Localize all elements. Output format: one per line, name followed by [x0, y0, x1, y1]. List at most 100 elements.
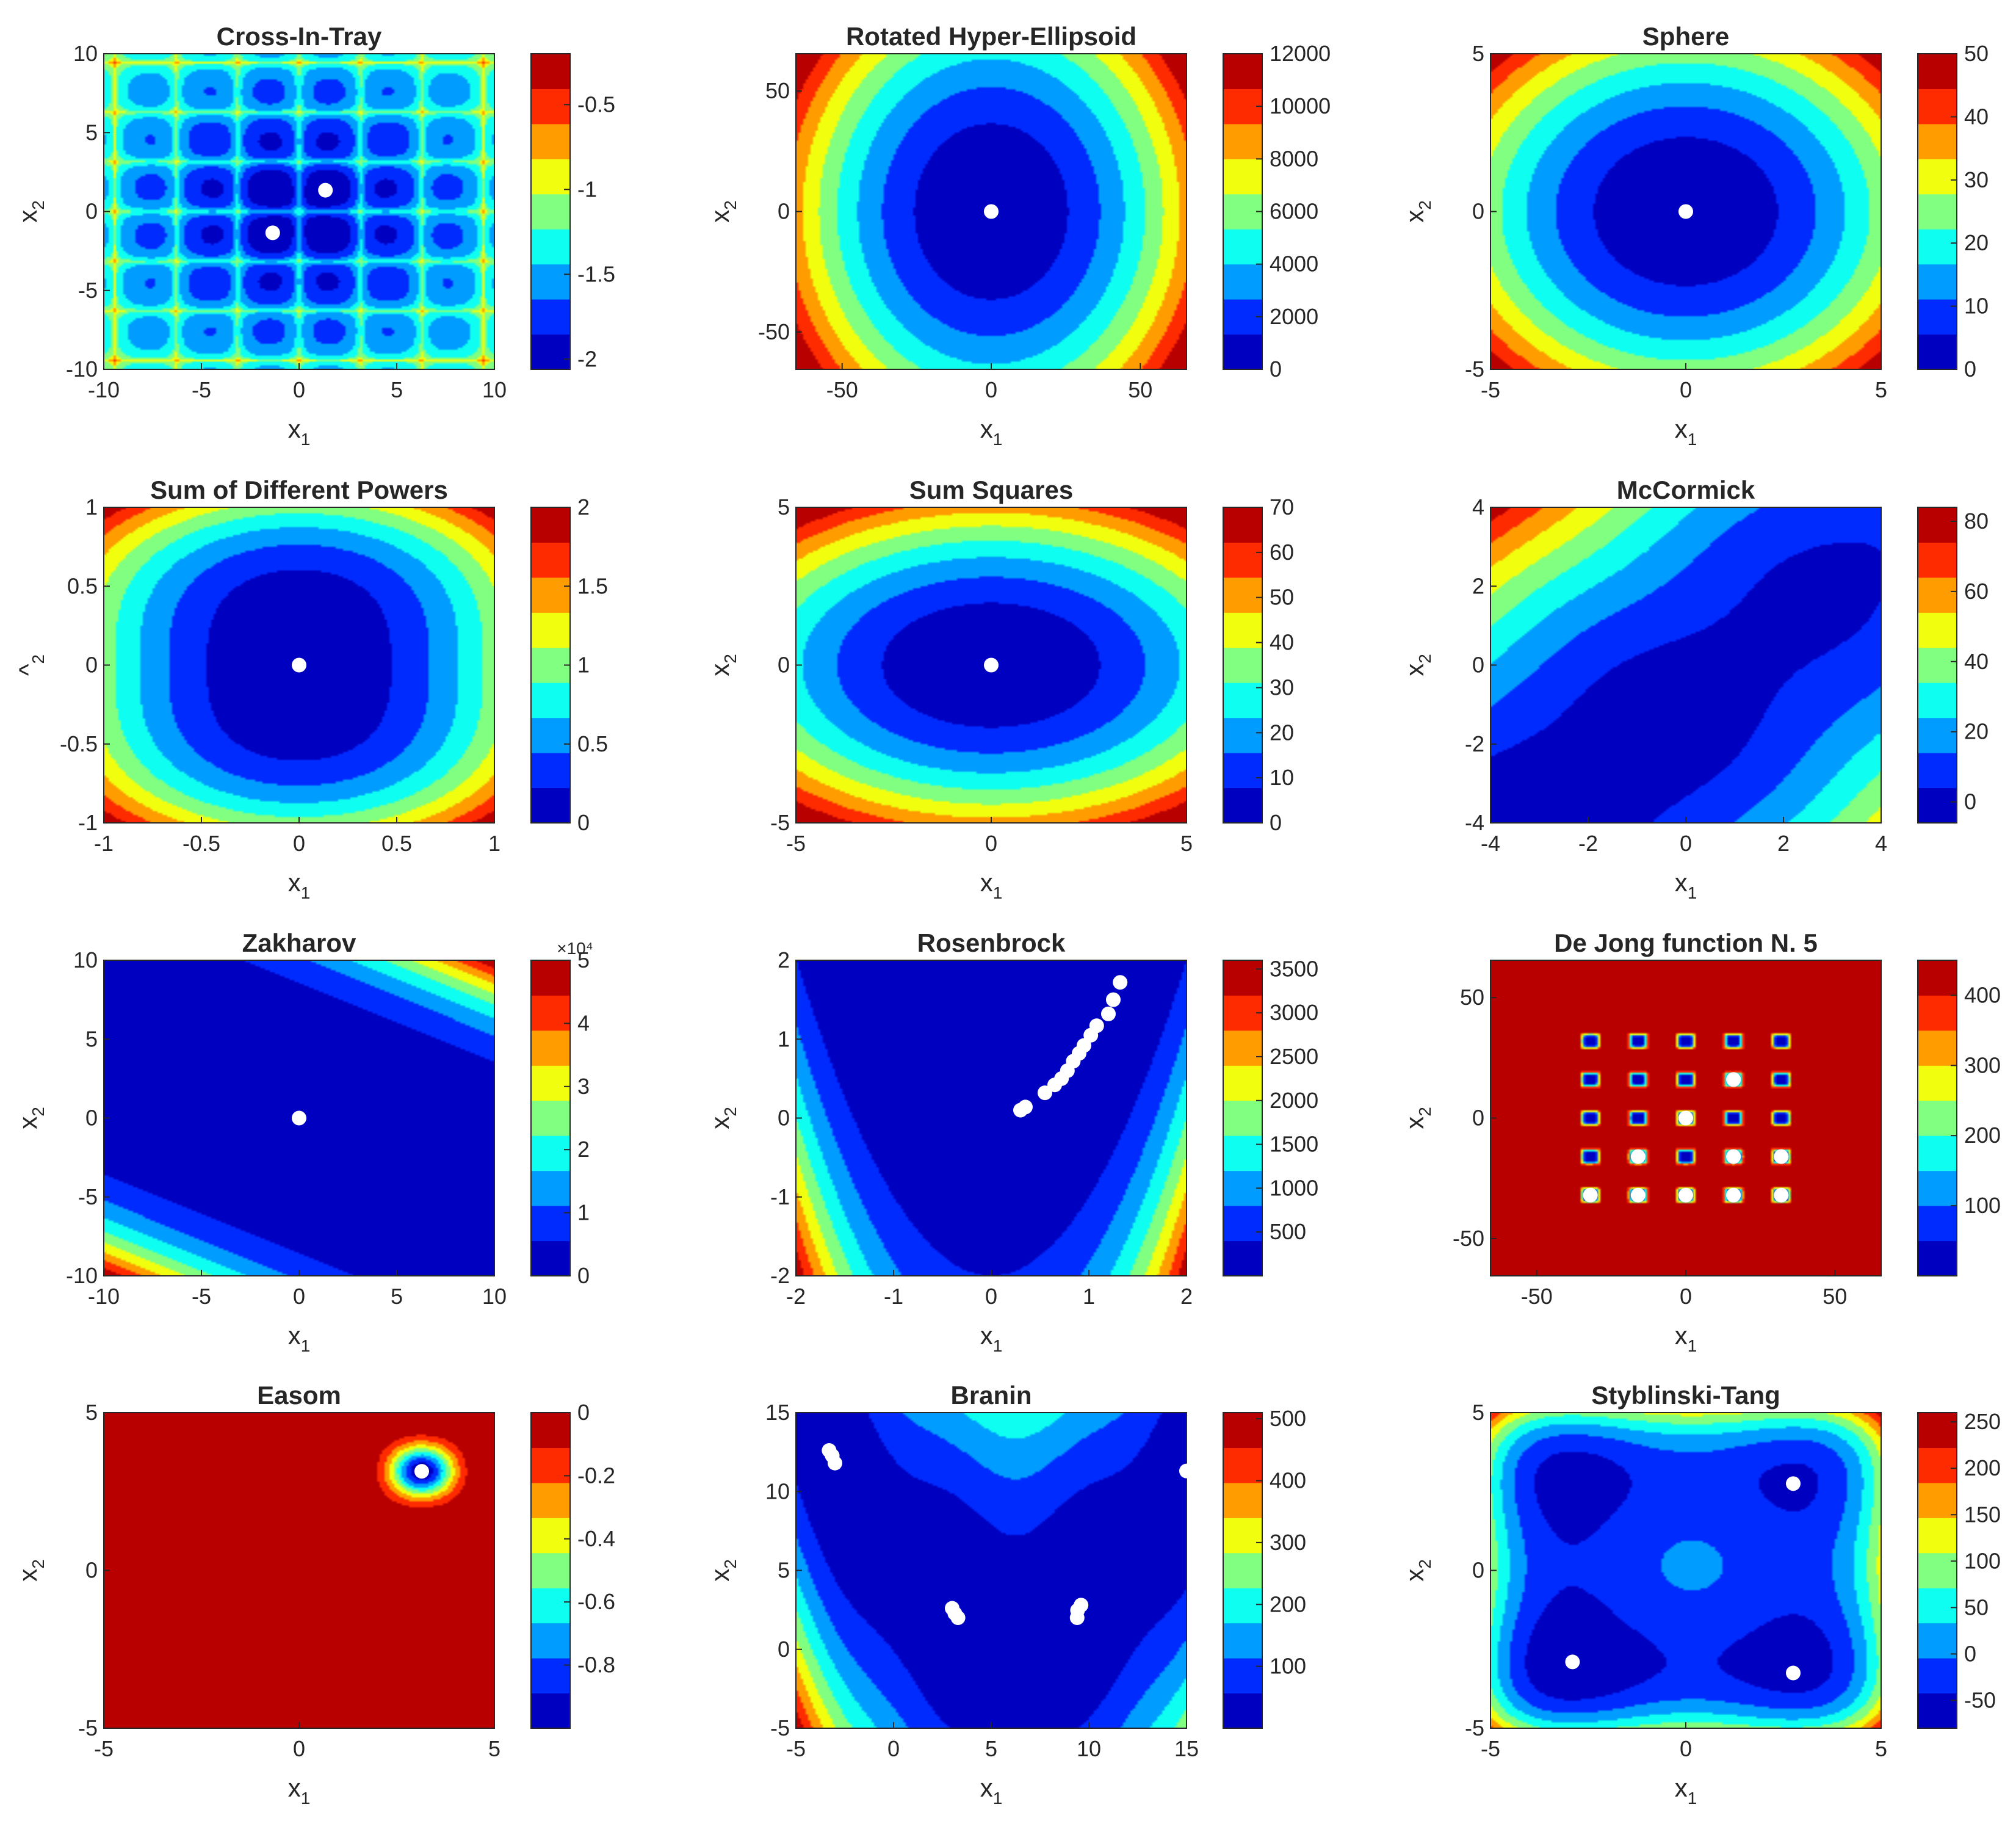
colorbar-band	[1223, 960, 1262, 996]
colorbar-band	[1223, 123, 1262, 159]
colorbar-frame	[1917, 1412, 1957, 1729]
optimum-point	[1774, 1149, 1789, 1164]
colorbar-tick-label: 100	[1964, 1193, 2001, 1218]
panel-title: Sum Squares	[909, 476, 1073, 504]
colorbar-band	[1223, 1482, 1262, 1518]
colorbar-band	[531, 123, 570, 159]
colorbar-tick-label: 250	[1964, 1409, 2001, 1434]
colorbar-tick-label: 50	[1964, 41, 1989, 66]
x-axis-label: x1	[288, 868, 311, 902]
colorbar-band	[1223, 682, 1262, 719]
x-axis-label: x1	[980, 1773, 1003, 1808]
x-tick-label: 0	[985, 1284, 997, 1309]
x-axis-label: x1	[1675, 868, 1697, 902]
x-tick-label: -5	[786, 831, 806, 856]
colorbar-band	[531, 1552, 570, 1588]
optimum-point	[1678, 1110, 1693, 1126]
y-tick-label: -5	[78, 278, 98, 303]
colorbar-band	[1918, 1030, 1957, 1066]
x-tick-label: 5	[1875, 377, 1887, 402]
colorbar: -50 0 50 100 150 200 250	[1917, 1409, 2001, 1729]
colorbar-band	[531, 54, 570, 89]
x-tick-label: 0	[985, 831, 997, 856]
optimum-point	[984, 657, 999, 673]
colorbar-band	[1918, 1623, 1957, 1659]
colorbar-band	[531, 1482, 570, 1518]
colorbar-band	[531, 1240, 570, 1276]
colorbar-band	[1223, 753, 1262, 789]
colorbar-band	[1223, 1100, 1262, 1136]
colorbar-band	[1918, 542, 1957, 578]
y-tick-label: -5	[770, 810, 790, 835]
colorbar-tick-label: 0.5	[577, 731, 608, 756]
colorbar-tick-label: 400	[1964, 982, 2001, 1007]
colorbar-band	[1223, 1552, 1262, 1588]
panel-easom: Easom -5 0 5 -5 0 5 x1 x2 -0.8 -0.6 -0.4 -0.2 0	[13, 1381, 615, 1808]
colorbar-tick-label: 0	[1964, 1641, 1976, 1666]
colorbar: 0 1 2 3 4 5×10⁴	[530, 939, 593, 1288]
colorbar-band	[531, 264, 570, 300]
colorbar-exponent: ×10⁴	[557, 939, 593, 958]
optimum-point	[1678, 1187, 1693, 1203]
contour-fill	[796, 1413, 1187, 1728]
colorbar-band	[1918, 1413, 1957, 1448]
colorbar-frame	[530, 960, 571, 1276]
colorbar-tick-label: 80	[1964, 509, 1989, 534]
contour-fill	[1490, 1413, 1881, 1728]
colorbar-band	[1223, 1518, 1262, 1554]
y-axis-label: x2	[706, 1107, 740, 1129]
colorbar-band	[531, 1135, 570, 1171]
colorbar-band	[1918, 1240, 1957, 1276]
colorbar-tick-label: 20	[1270, 720, 1294, 745]
x-tick-label: -5	[1481, 1736, 1500, 1761]
colorbar-band	[531, 1030, 570, 1066]
colorbar-band	[531, 542, 570, 578]
colorbar-band	[531, 995, 570, 1031]
colorbar-band	[1223, 1240, 1262, 1276]
x-tick-label: -10	[88, 1284, 120, 1309]
y-tick-label: -5	[1465, 1715, 1484, 1740]
colorbar-tick-label: 200	[1964, 1123, 2001, 1148]
x-tick-label: -50	[826, 377, 858, 402]
colorbar-frame	[1223, 507, 1263, 824]
x-tick-label: -50	[1521, 1284, 1553, 1309]
colorbar-tick-label: 5	[577, 947, 590, 972]
y-tick-label: 0	[1472, 1558, 1484, 1583]
panel-title: Rotated Hyper-Ellipsoid	[846, 22, 1136, 51]
colorbar: 0 0.5 1 1.5 2	[530, 494, 608, 835]
panel-rosenbrock: Rosenbrock -2 -1 0 1 2 -2 -1 0 1 2 x1 x2 500 1000 1500 2…	[706, 929, 1318, 1355]
colorbar-band	[1223, 54, 1262, 89]
panel-sphere: Sphere -5 0 5 -5 0 5 x1 x2 0 10 20 30 40 50	[1400, 22, 1989, 449]
colorbar-band	[1918, 507, 1957, 543]
optimum-point	[1630, 1187, 1646, 1203]
colorbar-band	[531, 89, 570, 125]
panel-title: Zakharov	[242, 929, 356, 957]
colorbar-tick-label: 1000	[1270, 1175, 1318, 1200]
colorbar-tick-label: 4000	[1270, 252, 1318, 277]
y-tick-label: 1	[778, 1026, 790, 1051]
colorbar-tick-label: 400	[1270, 1468, 1306, 1493]
x-tick-label: -5	[94, 1736, 114, 1761]
colorbar-tick-label: 30	[1270, 675, 1294, 700]
colorbar-tick-label: 10	[1270, 765, 1294, 790]
colorbar-tick-label: 300	[1270, 1530, 1306, 1555]
optimum-point	[1630, 1149, 1646, 1164]
colorbar-frame	[530, 53, 571, 370]
colorbar-band	[1918, 1552, 1957, 1588]
x-axis-label: x1	[1675, 1321, 1697, 1355]
optimum-point	[1726, 1072, 1741, 1087]
colorbar-band	[531, 1170, 570, 1206]
y-tick-label: 15	[765, 1400, 790, 1425]
x-tick-label: -5	[192, 377, 211, 402]
x-tick-label: 15	[1174, 1736, 1199, 1761]
x-tick-label: -4	[1481, 831, 1500, 856]
y-tick-label: 10	[73, 41, 98, 66]
y-axis-label: ^2	[13, 654, 48, 676]
colorbar-tick-label: 20	[1964, 719, 1989, 744]
y-tick-label: 5	[778, 494, 790, 520]
optimum-point	[1786, 1665, 1801, 1681]
panel-mccormick: McCormick -4 -2 0 2 4 -4 -2 0 2 4 x1 x2 0 20 40 60 80	[1400, 476, 1989, 902]
panel-title: Easom	[257, 1381, 341, 1410]
